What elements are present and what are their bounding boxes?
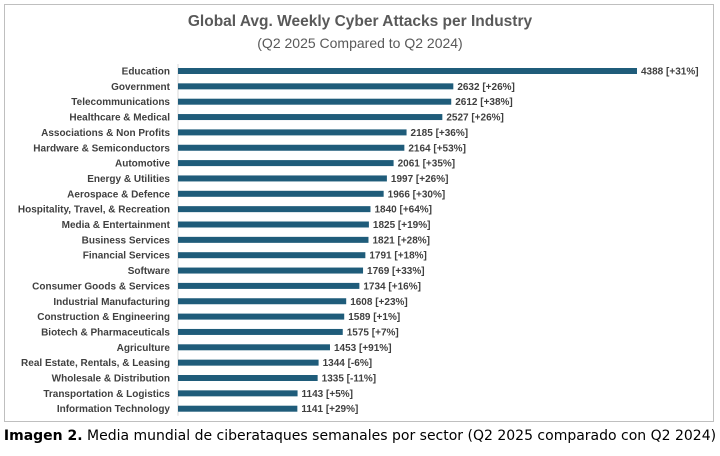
bar (178, 114, 443, 121)
data-label: 4388 [+31%] (641, 67, 699, 78)
data-label: 1840 [+64%] (374, 205, 432, 216)
category-label: Financial Services (83, 251, 171, 262)
bar (178, 375, 318, 381)
data-label: 1589 [+1%] (348, 312, 400, 323)
category-label: Biotech & Pharmaceuticals (41, 327, 170, 338)
data-label: 2061 [+35%] (398, 159, 456, 170)
data-label: 1335 [-11%] (322, 374, 376, 385)
category-label: Associations & Non Profits (41, 128, 170, 139)
data-label: 1966 [+30%] (388, 189, 446, 200)
data-label: 1734 [+16%] (363, 281, 421, 292)
bar-chart: Education 4388 [+31%] Government 2632 [+26%… (18, 64, 699, 416)
bar (178, 405, 298, 412)
data-label: 2612 [+38%] (455, 97, 513, 108)
category-label: Consumer Goods & Services (32, 281, 170, 292)
category-label: Automotive (115, 159, 170, 170)
data-label: 1143 [+5%] (302, 389, 353, 400)
category-label: Media & Entertainment (62, 220, 171, 231)
bar (178, 267, 364, 274)
data-label: 1608 [+23%] (350, 297, 408, 308)
category-label: Wholesale & Distribution (52, 374, 170, 385)
category-label: Transportation & Logistics (43, 389, 170, 400)
category-label: Education (122, 67, 170, 78)
bar (178, 344, 330, 351)
bar (178, 175, 387, 182)
category-label: Aerospace & Defence (67, 189, 170, 200)
data-label: 2185 [+36%] (411, 128, 469, 139)
category-label: Software (128, 266, 171, 277)
data-label: 2527 [+26%] (446, 113, 504, 124)
bar (178, 160, 394, 167)
category-label: Business Services (82, 235, 171, 246)
bar (178, 236, 369, 243)
bar (178, 144, 405, 151)
chart-title: Global Avg. Weekly Cyber Attacks per Ind… (187, 13, 533, 30)
data-label: 1769 [+33%] (367, 266, 425, 277)
category-label: Real Estate, Rentals, & Leasing (21, 358, 170, 369)
category-label: Government (111, 82, 171, 93)
chart-subtitle: (Q2 2025 Compared to Q2 2024) (257, 35, 463, 51)
bar (178, 282, 360, 289)
category-label: Information Technology (57, 404, 171, 415)
category-label: Industrial Manufacturing (53, 297, 170, 308)
category-label: Energy & Utilities (87, 174, 170, 185)
data-label: 2164 [+53%] (408, 143, 466, 154)
bar (178, 328, 343, 335)
category-label: Healthcare & Medical (69, 113, 170, 124)
bar (178, 83, 454, 90)
category-label: Hospitality, Travel, & Recreation (18, 205, 170, 216)
caption-text: Media mundial de ciberataques semanales … (82, 428, 717, 444)
category-label: Telecommunications (71, 97, 170, 108)
bar (178, 221, 369, 228)
category-label: Agriculture (117, 343, 171, 354)
data-label: 2632 [+26%] (457, 82, 515, 93)
bar (178, 129, 407, 136)
bar (178, 252, 366, 259)
category-label: Construction & Engineering (37, 312, 170, 323)
data-label: 1825 [+19%] (373, 220, 431, 231)
data-label: 1575 [+7%] (347, 327, 399, 338)
bar (178, 190, 384, 197)
figure-caption: Imagen 2. Media mundial de ciberataques … (0, 428, 720, 444)
bar (178, 298, 347, 305)
data-label: 1453 [+91%] (334, 343, 392, 354)
bar (178, 359, 319, 366)
bar (178, 313, 345, 320)
data-label: 1997 [+26%] (391, 174, 449, 185)
data-label: 1344 [-6%] (323, 358, 372, 369)
chart-frame: Global Avg. Weekly Cyber Attacks per Ind… (4, 4, 714, 422)
bar (178, 390, 298, 397)
bar (178, 206, 371, 213)
bar (178, 68, 637, 74)
bar (178, 98, 452, 105)
data-label: 1821 [+28%] (372, 235, 430, 246)
caption-prefix: Imagen 2. (3, 428, 83, 444)
data-label: 1141 [+29%] (301, 404, 358, 415)
category-label: Hardware & Semiconductors (33, 143, 170, 154)
data-label: 1791 [+18%] (369, 251, 427, 262)
